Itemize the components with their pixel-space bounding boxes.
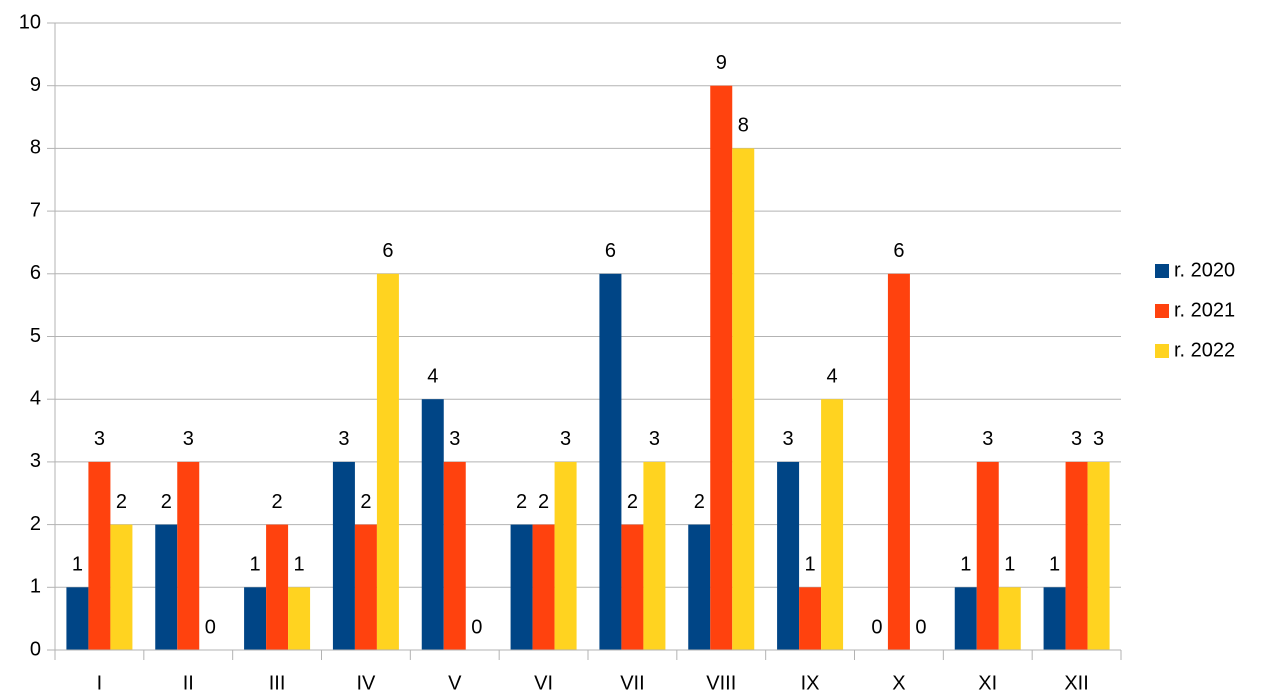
bar — [777, 461, 800, 650]
y-tick-label: 7 — [30, 199, 41, 221]
x-tick-label: X — [892, 672, 905, 694]
x-tick-label: IV — [356, 672, 376, 694]
data-label: 3 — [560, 428, 571, 450]
x-tick-label: IX — [801, 672, 820, 694]
data-label: 2 — [161, 491, 172, 513]
data-label: 3 — [982, 428, 993, 450]
bar — [177, 461, 200, 650]
data-label: 2 — [694, 491, 705, 513]
bar — [244, 587, 267, 650]
bar — [976, 461, 999, 650]
bar — [710, 85, 733, 650]
data-label: 1 — [1004, 554, 1015, 576]
bar — [1065, 461, 1088, 650]
x-tick-label: VIII — [706, 672, 736, 694]
x-tick-label: VII — [620, 672, 644, 694]
bar — [688, 524, 711, 650]
data-label: 3 — [1093, 428, 1104, 450]
x-tick-label: XII — [1064, 672, 1088, 694]
bar — [998, 587, 1021, 650]
bar — [732, 148, 755, 650]
bar — [155, 524, 178, 650]
data-label: 8 — [738, 115, 749, 137]
bar — [110, 524, 133, 650]
bar — [88, 461, 111, 650]
data-label: 6 — [893, 240, 904, 262]
legend-label: r. 2020 — [1174, 259, 1235, 281]
data-label: 3 — [94, 428, 105, 450]
data-label: 3 — [783, 428, 794, 450]
data-label: 9 — [716, 52, 727, 74]
bar — [599, 273, 622, 650]
y-tick-label: 5 — [30, 325, 41, 347]
data-label: 1 — [294, 554, 305, 576]
y-tick-label: 3 — [30, 450, 41, 472]
bar — [66, 587, 89, 650]
bar — [954, 587, 977, 650]
legend-swatch — [1155, 344, 1169, 358]
bar — [421, 399, 444, 650]
data-label: 2 — [272, 491, 283, 513]
data-label: 4 — [827, 365, 838, 387]
bar — [554, 461, 577, 650]
data-label: 1 — [1049, 554, 1060, 576]
y-tick-label: 6 — [30, 262, 41, 284]
data-label: 2 — [516, 491, 527, 513]
y-tick-label: 2 — [30, 513, 41, 535]
legend-label: r. 2022 — [1174, 339, 1235, 361]
x-tick-label: XI — [978, 672, 997, 694]
data-label: 2 — [538, 491, 549, 513]
data-label: 2 — [627, 491, 638, 513]
x-tick-label: V — [448, 672, 462, 694]
bar — [332, 461, 355, 650]
data-label: 2 — [116, 491, 127, 513]
bar — [532, 524, 555, 650]
data-label: 1 — [250, 554, 261, 576]
legend-swatch — [1155, 304, 1169, 318]
legend-label: r. 2021 — [1174, 299, 1235, 321]
bar — [510, 524, 533, 650]
bar — [621, 524, 644, 650]
bar — [1043, 587, 1066, 650]
bar — [443, 461, 466, 650]
data-label: 3 — [183, 428, 194, 450]
data-label: 3 — [649, 428, 660, 450]
y-tick-label: 9 — [30, 74, 41, 96]
data-label: 4 — [427, 365, 438, 387]
bar — [266, 524, 289, 650]
y-tick-label: 8 — [30, 137, 41, 159]
data-label: 6 — [605, 240, 616, 262]
x-tick-label: III — [269, 672, 286, 694]
y-tick-label: 0 — [30, 638, 41, 660]
data-label: 0 — [205, 616, 216, 638]
data-label: 0 — [871, 616, 882, 638]
x-tick-label: I — [97, 672, 103, 694]
y-tick-label: 4 — [30, 387, 41, 409]
data-label: 0 — [471, 616, 482, 638]
bar — [288, 587, 311, 650]
data-label: 3 — [449, 428, 460, 450]
bar — [643, 461, 666, 650]
data-label: 3 — [338, 428, 349, 450]
data-label: 0 — [915, 616, 926, 638]
y-tick-label: 1 — [30, 576, 41, 598]
data-label: 6 — [382, 240, 393, 262]
bar — [1087, 461, 1110, 650]
bar — [887, 273, 910, 650]
bar — [354, 524, 377, 650]
x-tick-label: II — [183, 672, 194, 694]
data-label: 1 — [960, 554, 971, 576]
bar — [376, 273, 399, 650]
data-label: 3 — [1071, 428, 1082, 450]
y-tick-label: 10 — [19, 11, 41, 33]
x-tick-label: VI — [534, 672, 553, 694]
bar — [821, 399, 844, 650]
bar — [799, 587, 822, 650]
data-label: 1 — [805, 554, 816, 576]
data-label: 1 — [72, 554, 83, 576]
legend-swatch — [1155, 264, 1169, 278]
data-label: 2 — [360, 491, 371, 513]
